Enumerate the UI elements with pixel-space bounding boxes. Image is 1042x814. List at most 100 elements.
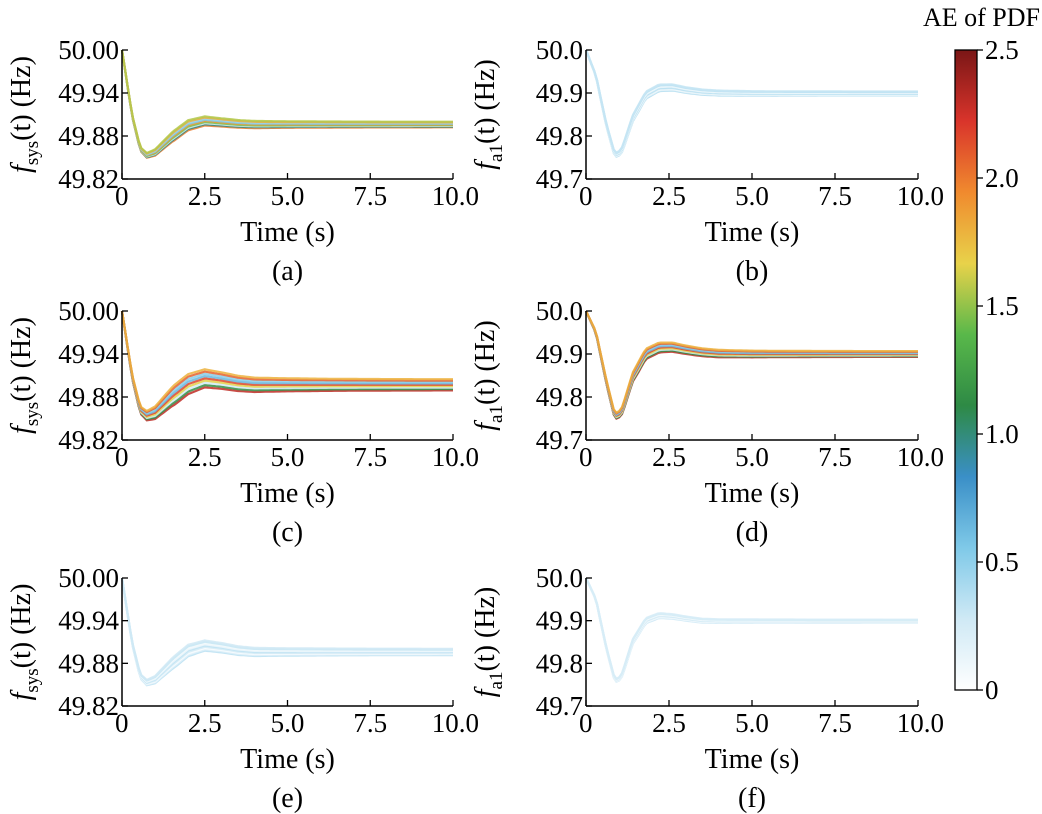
- colorbar-tick-label: 1.5: [985, 291, 1019, 321]
- y-axis-label-rest: (t) (Hz): [6, 56, 37, 141]
- series-trajectory: [585, 310, 918, 416]
- series-trajectory: [585, 310, 918, 415]
- y-axis-label: fsys(t) (Hz): [6, 584, 43, 701]
- y-axis-label-symbol: f: [470, 686, 501, 697]
- x-tick-label: 0: [579, 181, 593, 211]
- series-trajectory: [584, 49, 918, 155]
- series-trajectory: [120, 577, 453, 686]
- series-trajectory: [584, 49, 918, 155]
- x-tick-label: 0: [579, 708, 593, 738]
- y-axis-label-symbol: f: [6, 689, 37, 700]
- chart-panel-a: 49.82 49.88 49.94 50.00 0 2.5 5.0 7.5 10.0 Time (…: [6, 35, 479, 287]
- colorbar-tick-label: 2.5: [985, 35, 1019, 65]
- y-tick-label: 50.0: [536, 35, 583, 65]
- panel-caption: (d): [736, 517, 769, 548]
- colorbar-ticks: 0 0.5 1.0 1.5 2.0 2.5: [977, 35, 1019, 705]
- series-trajectory: [585, 310, 918, 418]
- series-trajectory: [120, 49, 453, 158]
- y-axis-label: fa1(t) (Hz): [470, 320, 507, 430]
- y-axis-label-rest: (t) (Hz): [470, 59, 501, 144]
- y-axis-label-subscript: sys: [22, 402, 43, 426]
- chart-panel-c: 49.82 49.88 49.94 50.00 0 2.5 5.0 7.5 10.0 Time (…: [6, 296, 479, 548]
- series-trajectory: [584, 310, 918, 420]
- y-tick-label: 50.00: [58, 563, 119, 593]
- y-tick-label: 50.00: [58, 296, 119, 326]
- colorbar: AE of PDF 0 0.5 1.0 1.5 2.0 2.5: [923, 3, 1040, 705]
- y-axis-label-subscript: sys: [22, 668, 43, 692]
- x-tick-label: 5.0: [735, 442, 769, 472]
- panel-caption: (f): [738, 783, 766, 814]
- series-trajectory: [585, 577, 918, 683]
- y-tick-label: 49.82: [58, 691, 119, 721]
- y-tick-label: 49.88: [58, 648, 119, 678]
- chart-panel-e: 49.82 49.88 49.94 50.00 0 2.5 5.0 7.5 10.0 Time (…: [6, 563, 479, 814]
- y-axis-label-symbol: f: [470, 420, 501, 431]
- chart-panel-d: 49.7 49.8 49.9 50.0 0 2.5 5.0 7.5 10.0 Time (s) (d…: [470, 296, 944, 548]
- y-tick-label: 49.94: [58, 606, 119, 636]
- x-tick-label: 7.5: [818, 181, 852, 211]
- x-tick-label: 2.5: [652, 442, 686, 472]
- x-tick-label: 2.5: [188, 442, 222, 472]
- panel-caption: (c): [272, 517, 303, 548]
- x-tick-label: 10.0: [897, 181, 944, 211]
- x-tick-label: 7.5: [818, 442, 852, 472]
- series-trajectory: [120, 310, 453, 422]
- y-axis-label-rest: (t) (Hz): [470, 587, 501, 672]
- x-tick-label: 7.5: [353, 708, 387, 738]
- y-tick-label: 49.9: [536, 606, 583, 636]
- series-trajectory: [120, 577, 453, 686]
- y-tick-label: 49.82: [58, 425, 119, 455]
- y-tick-label: 49.8: [536, 648, 583, 678]
- colorbar-tick-label: 0: [985, 675, 999, 705]
- y-tick-label: 49.7: [536, 425, 583, 455]
- series-trajectory: [585, 577, 918, 683]
- y-axis-label: fa1(t) (Hz): [470, 59, 507, 169]
- series-trajectory: [584, 49, 918, 158]
- y-tick-label: 50.0: [536, 563, 583, 593]
- y-axis-label-subscript: a1: [486, 144, 507, 162]
- series-trajectory: [120, 310, 453, 419]
- x-tick-label: 5.0: [271, 442, 305, 472]
- panel-caption: (a): [272, 256, 303, 287]
- y-tick-label: 50.0: [536, 296, 583, 326]
- y-tick-label: 49.82: [58, 164, 119, 194]
- series-trajectory: [584, 49, 918, 156]
- colorbar-tick-label: 1.0: [985, 419, 1019, 449]
- x-axis-label: Time (s): [240, 217, 335, 248]
- series-trajectory: [585, 310, 918, 417]
- y-tick-label: 49.88: [58, 382, 119, 412]
- x-tick-label: 5.0: [271, 181, 305, 211]
- y-axis-label-rest: (t) (Hz): [6, 584, 37, 669]
- x-tick-label: 0: [115, 708, 129, 738]
- colorbar-label: AE of PDF: [923, 3, 1040, 32]
- series-trajectory: [585, 310, 918, 415]
- y-axis-label-subscript: a1: [486, 672, 507, 690]
- x-tick-label: 2.5: [188, 181, 222, 211]
- series-trajectory: [585, 310, 918, 417]
- x-tick-label: 10.0: [432, 442, 479, 472]
- y-tick-label: 49.8: [536, 382, 583, 412]
- y-axis-label-rest: (t) (Hz): [470, 320, 501, 405]
- series-trajectory: [120, 49, 453, 155]
- colorbar-tick-label: 0.5: [985, 547, 1019, 577]
- series-trajectory: [584, 49, 918, 157]
- y-axis-label: fsys(t) (Hz): [6, 56, 43, 173]
- y-tick-label: 50.00: [58, 35, 119, 65]
- x-axis-label: Time (s): [705, 217, 800, 248]
- x-axis-label: Time (s): [240, 478, 335, 509]
- series-trajectory: [584, 49, 918, 157]
- x-tick-label: 10.0: [897, 708, 944, 738]
- series-trajectory: [584, 49, 918, 158]
- series-trajectory: [120, 577, 453, 682]
- series-trajectory: [120, 310, 453, 413]
- series-trajectory: [585, 577, 918, 684]
- x-tick-label: 10.0: [897, 442, 944, 472]
- y-axis-label: fsys(t) (Hz): [6, 317, 43, 434]
- y-axis-label-symbol: f: [6, 162, 37, 173]
- x-tick-label: 5.0: [735, 708, 769, 738]
- x-axis-label: Time (s): [705, 478, 800, 509]
- chart-panel-f: 49.7 49.8 49.9 50.0 0 2.5 5.0 7.5 10.0 Time (s) (f…: [470, 563, 944, 814]
- series-trajectory: [585, 577, 918, 681]
- y-tick-label: 49.7: [536, 164, 583, 194]
